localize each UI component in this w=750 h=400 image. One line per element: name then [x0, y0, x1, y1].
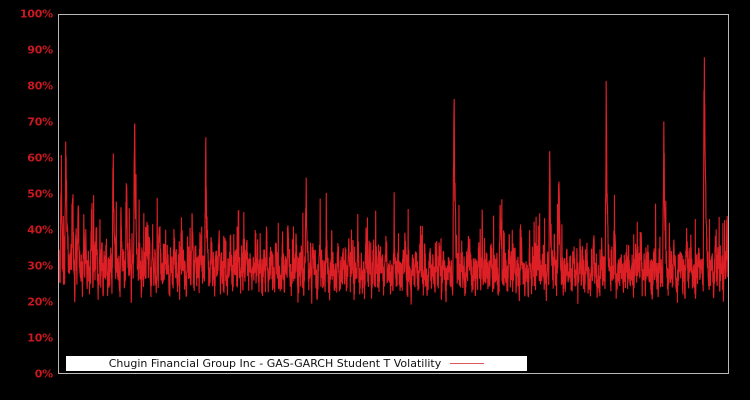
y-axis-tick-label: 90% [27, 43, 53, 57]
legend-line-swatch [450, 363, 485, 364]
y-axis-tick-label: 70% [27, 115, 53, 129]
y-axis-tick-label: 100% [19, 7, 53, 21]
legend-label: Chugin Financial Group Inc - GAS-GARCH S… [108, 357, 442, 370]
y-axis-tick-label: 0% [34, 367, 53, 381]
y-axis-tick-label: 30% [27, 259, 53, 273]
y-axis-tick-label: 10% [27, 331, 53, 345]
y-axis: 0% 10% 20% 30% 40% 50% 60% 70% 80% 90% 100% [0, 0, 53, 400]
y-axis-tick-label: 60% [27, 151, 53, 165]
y-axis-tick-label: 20% [27, 295, 53, 309]
y-axis-tick-label: 50% [27, 187, 53, 201]
chart-legend: Chugin Financial Group Inc - GAS-GARCH S… [66, 356, 527, 371]
y-axis-tick-label: 40% [27, 223, 53, 237]
series-line [59, 57, 728, 304]
volatility-series [59, 15, 728, 373]
y-axis-tick-label: 80% [27, 79, 53, 93]
plot-area [58, 14, 729, 374]
